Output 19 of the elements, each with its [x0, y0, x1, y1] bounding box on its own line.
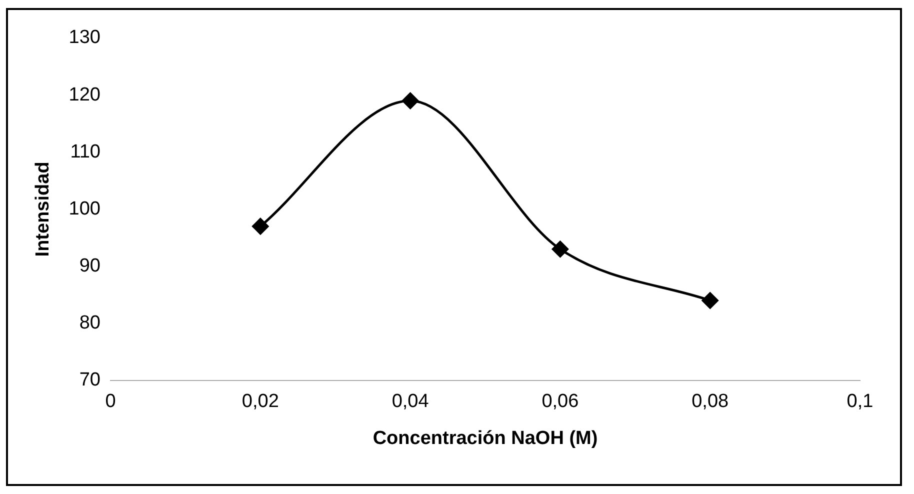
point: [252, 218, 269, 235]
x-tick-label: 0,1: [846, 391, 874, 412]
point: [702, 292, 718, 309]
x-tick-label: 0,04: [392, 391, 430, 412]
point: [552, 240, 568, 258]
x-tick-label: 0,08: [692, 391, 729, 412]
y-tick-label: 100: [68, 198, 100, 220]
x-tick-label: 0: [105, 391, 116, 412]
y-tick-label: 90: [79, 256, 100, 276]
y-axis-title: Intensidad: [32, 162, 54, 257]
point: [402, 92, 419, 110]
y-tick-label: 110: [70, 141, 100, 162]
x-tick-label: 0,06: [542, 391, 579, 412]
x-tick-label: 0,02: [242, 391, 279, 412]
y-tick-label: 130: [68, 27, 100, 48]
y-tick-label: 80: [79, 312, 100, 334]
y-tick-label: 120: [68, 84, 100, 106]
y-tick-label: 70: [79, 370, 100, 391]
x-axis-title: Concentración NaOH (M): [372, 428, 598, 449]
